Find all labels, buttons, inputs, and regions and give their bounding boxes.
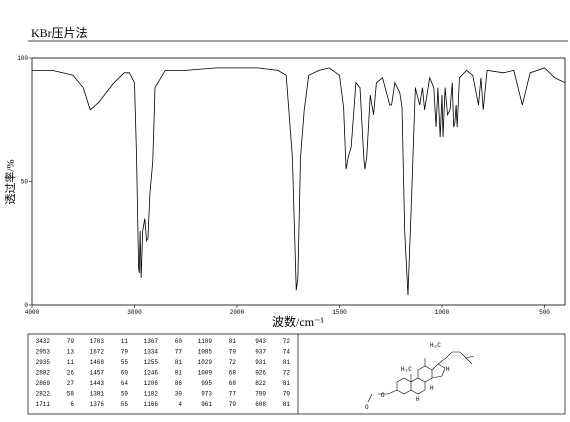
table-cell: 55 xyxy=(121,359,129,366)
table-frame xyxy=(27,333,566,415)
table-cell: 86 xyxy=(175,380,183,387)
structure-label: H xyxy=(416,396,420,403)
y-tick-label: 100 xyxy=(17,55,28,62)
table-cell: 60 xyxy=(121,370,129,377)
x-tick-label: 4000 xyxy=(25,309,40,316)
table-cell: 2953 xyxy=(36,349,51,356)
table-cell: 1367 xyxy=(144,338,159,345)
table-cell: 1109 xyxy=(198,338,213,345)
table-cell: 937 xyxy=(255,349,266,356)
table-cell: 58 xyxy=(67,391,75,398)
table-cell: 1334 xyxy=(144,349,159,356)
table-cell: 1246 xyxy=(144,370,159,377)
table-cell: 3432 xyxy=(36,338,51,345)
table-cell: 11 xyxy=(67,359,75,366)
table-cell: 1029 xyxy=(198,359,213,366)
table-cell: 2935 xyxy=(36,359,51,366)
table-cell: 943 xyxy=(255,338,266,345)
table-cell: 1182 xyxy=(144,391,159,398)
table-cell: 55 xyxy=(121,401,129,408)
table-cell: 1703 xyxy=(90,338,105,345)
table-cell: 59 xyxy=(121,391,129,398)
table-cell: 2882 xyxy=(36,370,51,377)
y-tick-label: 50 xyxy=(21,179,29,186)
table-cell: 81 xyxy=(175,370,183,377)
table-cell: 79 xyxy=(229,349,237,356)
table-cell: 608 xyxy=(255,401,266,408)
x-axis-label: 波数/cm⁻¹ xyxy=(272,314,324,329)
table-cell: 1457 xyxy=(90,370,105,377)
table-cell: 72 xyxy=(283,338,291,345)
table-cell: 995 xyxy=(201,380,212,387)
table-cell: 1376 xyxy=(90,401,105,408)
table-cell: 79 xyxy=(229,401,237,408)
table-cell: 2869 xyxy=(36,380,51,387)
x-tick-label: 3000 xyxy=(127,309,142,316)
table-cell: 1255 xyxy=(144,359,159,366)
table-cell: 1085 xyxy=(198,349,213,356)
x-tick-label: 1500 xyxy=(332,309,347,316)
table-cell: 2822 xyxy=(36,391,51,398)
table-cell: 72 xyxy=(283,370,291,377)
table-cell: 961 xyxy=(201,401,212,408)
table-cell: 1166 xyxy=(144,401,159,408)
table-cell: 64 xyxy=(121,380,129,387)
table-cell: 1672 xyxy=(90,349,105,356)
table-cell: 68 xyxy=(229,370,237,377)
table-cell: 1206 xyxy=(144,380,159,387)
table-cell: 81 xyxy=(283,401,291,408)
table-cell: 81 xyxy=(283,380,291,387)
table-cell: 931 xyxy=(255,359,266,366)
table-cell: 79 xyxy=(121,349,129,356)
table-cell: 799 xyxy=(255,391,266,398)
table-cell: 11 xyxy=(121,338,129,345)
table-cell: 973 xyxy=(201,391,212,398)
table-cell: 1468 xyxy=(90,359,105,366)
table-cell: 26 xyxy=(67,370,75,377)
table-cell: 4 xyxy=(178,401,182,408)
table-cell: 60 xyxy=(175,338,183,345)
table-cell: 1009 xyxy=(198,370,213,377)
structure-label: H xyxy=(446,366,450,373)
table-cell: 77 xyxy=(229,391,237,398)
table-cell: 1443 xyxy=(90,380,105,387)
y-tick-label: 0 xyxy=(24,302,28,309)
structure-label: H₃C xyxy=(430,342,441,349)
table-cell: 1711 xyxy=(36,401,51,408)
table-cell: 30 xyxy=(175,391,183,398)
table-cell: 81 xyxy=(283,359,291,366)
y-axis-label: 透过率/% xyxy=(3,159,17,204)
table-cell: 74 xyxy=(283,349,291,356)
table-cell: 27 xyxy=(67,380,75,387)
table-cell: 6 xyxy=(70,401,74,408)
table-cell: 13 xyxy=(67,349,75,356)
table-cell: 68 xyxy=(229,380,237,387)
x-tick-label: 1000 xyxy=(435,309,450,316)
table-cell: 1381 xyxy=(90,391,105,398)
table-cell: 81 xyxy=(175,359,183,366)
table-cell: 72 xyxy=(229,359,237,366)
x-tick-label: 500 xyxy=(539,309,550,316)
table-cell: 822 xyxy=(255,380,266,387)
table-cell: 81 xyxy=(229,338,237,345)
structure-drawing xyxy=(367,351,475,403)
spectrum-line xyxy=(32,67,566,296)
table-cell: 79 xyxy=(283,391,291,398)
structure-label: O xyxy=(365,404,369,411)
x-tick-label: 2000 xyxy=(230,309,245,316)
structure-label: H₃C xyxy=(401,366,412,373)
table-cell: 79 xyxy=(67,338,75,345)
structure-label: O xyxy=(381,392,385,399)
title: KBr压片法 xyxy=(31,26,88,40)
structure-label: H xyxy=(430,385,434,392)
table-cell: 77 xyxy=(175,349,183,356)
table-cell: 926 xyxy=(255,370,266,377)
